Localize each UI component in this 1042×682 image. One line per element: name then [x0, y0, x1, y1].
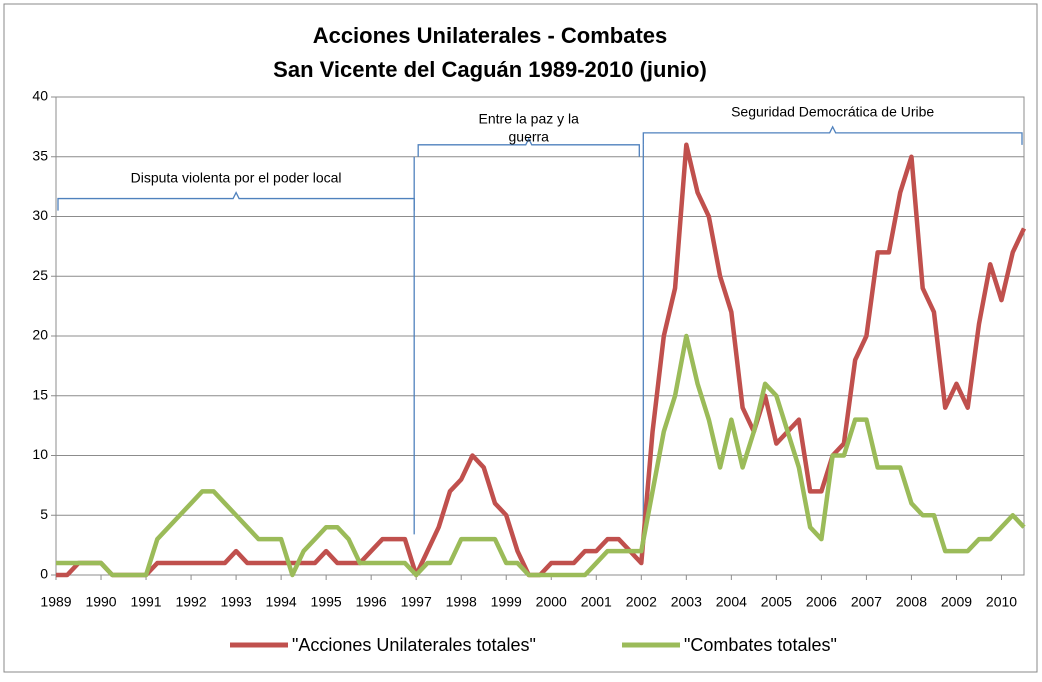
- annotation: guerra: [509, 129, 550, 145]
- x-tick-label: 2002: [626, 594, 657, 610]
- x-tick-label: 2009: [941, 594, 972, 610]
- x-tick-label: 2010: [986, 594, 1017, 610]
- y-tick-label: 15: [32, 386, 48, 402]
- y-tick-label: 0: [40, 566, 48, 582]
- y-tick-label: 30: [32, 207, 48, 223]
- x-tick-label: 1997: [401, 594, 432, 610]
- x-tick-label: 2006: [806, 594, 837, 610]
- x-tick-label: 2008: [896, 594, 927, 610]
- y-tick-label: 40: [32, 88, 48, 104]
- brace: [642, 125, 1023, 145]
- y-tick-label: 35: [32, 147, 48, 163]
- chart-title: Acciones Unilaterales - Combates: [313, 23, 668, 48]
- x-tick-label: 1999: [491, 594, 522, 610]
- x-tick-label: 1989: [40, 594, 71, 610]
- y-tick-label: 20: [32, 327, 48, 343]
- x-tick-label: 1994: [266, 594, 297, 610]
- x-tick-label: 2005: [761, 594, 792, 610]
- chart-subtitle: San Vicente del Caguán 1989-2010 (junio): [273, 57, 707, 82]
- x-tick-label: 1990: [85, 594, 116, 610]
- x-tick-label: 1993: [221, 594, 252, 610]
- x-tick-label: 1998: [446, 594, 477, 610]
- y-tick-label: 10: [32, 446, 48, 462]
- y-tick-label: 25: [32, 267, 48, 283]
- brace: [417, 137, 640, 157]
- x-tick-label: 1996: [356, 594, 387, 610]
- x-tick-label: 2001: [581, 594, 612, 610]
- x-tick-label: 1991: [130, 594, 161, 610]
- series-line: [56, 333, 1026, 578]
- x-tick-label: 2000: [536, 594, 567, 610]
- annotation: Entre la paz y la: [479, 111, 580, 127]
- x-tick-label: 1995: [311, 594, 342, 610]
- y-tick-label: 5: [40, 506, 48, 522]
- x-tick-label: 2007: [851, 594, 882, 610]
- x-tick-label: 2003: [671, 594, 702, 610]
- x-tick-label: 2004: [716, 594, 747, 610]
- annotation: Seguridad Democrática de Uribe: [731, 104, 934, 120]
- legend-label: "Combates totales": [684, 635, 837, 655]
- x-tick-label: 1992: [175, 594, 206, 610]
- legend-label: "Acciones Unilaterales totales": [292, 635, 536, 655]
- annotation: Disputa violenta por el poder local: [131, 169, 342, 185]
